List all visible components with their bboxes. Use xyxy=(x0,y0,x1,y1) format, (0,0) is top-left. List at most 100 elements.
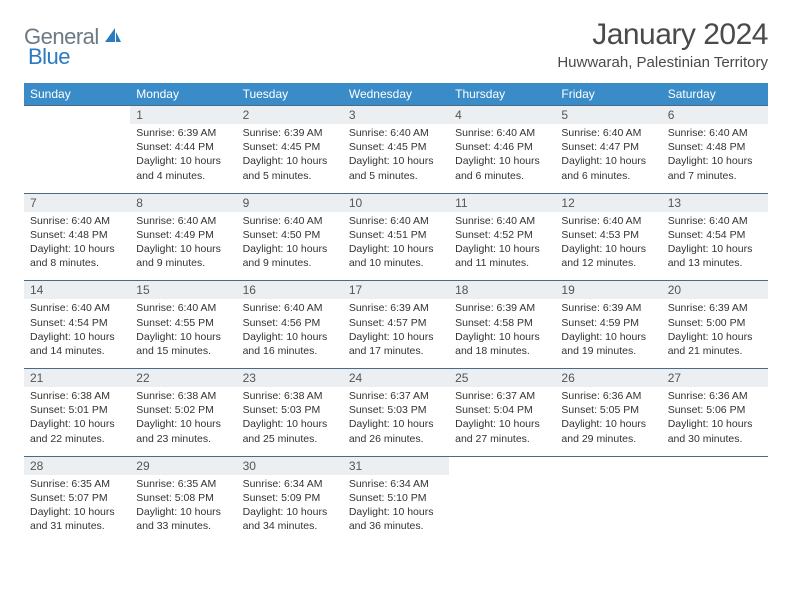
day-number-cell: 25 xyxy=(449,369,555,388)
sunrise-line: Sunrise: 6:39 AM xyxy=(349,302,429,314)
daylight-line: Daylight: 10 hours and 22 minutes. xyxy=(30,418,115,444)
sunset-line: Sunset: 4:54 PM xyxy=(668,229,746,241)
sunset-line: Sunset: 4:59 PM xyxy=(561,317,639,329)
day-content-cell xyxy=(449,475,555,544)
day-content-row: Sunrise: 6:35 AM Sunset: 5:07 PM Daylight:… xyxy=(24,475,768,544)
sunset-line: Sunset: 4:55 PM xyxy=(136,317,214,329)
day-content-row: Sunrise: 6:40 AMSunset: 4:54 PMDaylight:… xyxy=(24,299,768,368)
day-content-cell: Sunrise: 6:40 AMSunset: 4:54 PMDaylight:… xyxy=(662,212,768,281)
sunset-line: Sunset: 5:10 PM xyxy=(349,492,427,504)
title-block: January 2024 Huwwarah, Palestinian Terri… xyxy=(557,18,768,71)
month-title: January 2024 xyxy=(557,18,768,52)
sunrise-line: Sunrise: 6:39 AM xyxy=(455,302,535,314)
sunset-line: Sunset: 4:48 PM xyxy=(30,229,108,241)
day-content-cell: Sunrise: 6:40 AMSunset: 4:53 PMDaylight:… xyxy=(555,212,661,281)
daylight-line: Daylight: 10 hours and 11 minutes. xyxy=(455,243,540,269)
sunset-line: Sunset: 4:49 PM xyxy=(136,229,214,241)
sunrise-line: Sunrise: 6:40 AM xyxy=(136,215,216,227)
day-number-cell: 9 xyxy=(237,193,343,212)
day-number-row: 14151617181920 xyxy=(24,281,768,300)
sunrise-line: Sunrise: 6:40 AM xyxy=(455,215,535,227)
daylight-line: Daylight: 10 hours and 5 minutes. xyxy=(349,155,434,181)
sunrise-line: Sunrise: 6:40 AM xyxy=(561,215,641,227)
sunrise-line: Sunrise: 6:35 AM xyxy=(30,478,110,490)
day-number-cell: 28 xyxy=(24,456,130,475)
day-number-cell: 18 xyxy=(449,281,555,300)
sunrise-line: Sunrise: 6:36 AM xyxy=(668,390,748,402)
day-number-cell xyxy=(449,456,555,475)
day-number-row: 28293031 xyxy=(24,456,768,475)
sunset-line: Sunset: 4:46 PM xyxy=(455,141,533,153)
day-number-cell: 6 xyxy=(662,106,768,125)
sunrise-line: Sunrise: 6:39 AM xyxy=(136,127,216,139)
day-number-cell: 12 xyxy=(555,193,661,212)
day-content-cell: Sunrise: 6:39 AMSunset: 4:58 PMDaylight:… xyxy=(449,299,555,368)
weekday-header: Monday xyxy=(130,83,236,106)
day-number-row: 21222324252627 xyxy=(24,369,768,388)
day-number-cell: 7 xyxy=(24,193,130,212)
sunrise-line: Sunrise: 6:39 AM xyxy=(668,302,748,314)
sunrise-line: Sunrise: 6:38 AM xyxy=(243,390,323,402)
sail-icon xyxy=(103,26,123,49)
day-content-cell: Sunrise: 6:37 AMSunset: 5:03 PMDaylight:… xyxy=(343,387,449,456)
sunrise-line: Sunrise: 6:40 AM xyxy=(243,302,323,314)
daylight-line: Daylight: 10 hours and 13 minutes. xyxy=(668,243,753,269)
day-number-cell: 19 xyxy=(555,281,661,300)
logo-text-blue: Blue xyxy=(28,44,70,69)
day-number-cell: 8 xyxy=(130,193,236,212)
weekday-header-row: SundayMondayTuesdayWednesdayThursdayFrid… xyxy=(24,83,768,106)
weekday-header: Sunday xyxy=(24,83,130,106)
day-number-cell: 27 xyxy=(662,369,768,388)
day-number-cell xyxy=(555,456,661,475)
sunset-line: Sunset: 4:51 PM xyxy=(349,229,427,241)
day-number-cell: 2 xyxy=(237,106,343,125)
sunrise-line: Sunrise: 6:40 AM xyxy=(30,215,110,227)
sunset-line: Sunset: 5:03 PM xyxy=(349,404,427,416)
sunrise-line: Sunrise: 6:40 AM xyxy=(136,302,216,314)
daylight-line: Daylight: 10 hours and 23 minutes. xyxy=(136,418,221,444)
daylight-line: Daylight: 10 hours and 5 minutes. xyxy=(243,155,328,181)
sunset-line: Sunset: 5:06 PM xyxy=(668,404,746,416)
daylight-line: Daylight: 10 hours and 31 minutes. xyxy=(30,506,115,532)
sunrise-line: Sunrise: 6:40 AM xyxy=(349,215,429,227)
day-number-cell: 4 xyxy=(449,106,555,125)
day-content-cell: Sunrise: 6:40 AMSunset: 4:45 PMDaylight:… xyxy=(343,124,449,193)
sunset-line: Sunset: 4:58 PM xyxy=(455,317,533,329)
sunset-line: Sunset: 4:47 PM xyxy=(561,141,639,153)
sunrise-line: Sunrise: 6:40 AM xyxy=(455,127,535,139)
day-content-cell: Sunrise: 6:40 AMSunset: 4:48 PMDaylight:… xyxy=(662,124,768,193)
day-content-cell: Sunrise: 6:40 AMSunset: 4:55 PMDaylight:… xyxy=(130,299,236,368)
day-number-cell: 14 xyxy=(24,281,130,300)
location: Huwwarah, Palestinian Territory xyxy=(557,54,768,71)
day-number-cell xyxy=(24,106,130,125)
sunrise-line: Sunrise: 6:40 AM xyxy=(561,127,641,139)
day-content-cell xyxy=(24,124,130,193)
day-content-cell: Sunrise: 6:40 AMSunset: 4:47 PMDaylight:… xyxy=(555,124,661,193)
day-number-cell: 17 xyxy=(343,281,449,300)
day-number-cell: 16 xyxy=(237,281,343,300)
header: General January 2024 Huwwarah, Palestini… xyxy=(24,18,768,71)
day-content-cell: Sunrise: 6:39 AMSunset: 4:57 PMDaylight:… xyxy=(343,299,449,368)
sunrise-line: Sunrise: 6:35 AM xyxy=(136,478,216,490)
day-number-cell: 29 xyxy=(130,456,236,475)
sunrise-line: Sunrise: 6:39 AM xyxy=(561,302,641,314)
sunrise-line: Sunrise: 6:40 AM xyxy=(30,302,110,314)
sunrise-line: Sunrise: 6:39 AM xyxy=(243,127,323,139)
day-content-cell xyxy=(662,475,768,544)
sunset-line: Sunset: 4:52 PM xyxy=(455,229,533,241)
day-content-cell: Sunrise: 6:35 AMSunset: 5:08 PMDaylight:… xyxy=(130,475,236,544)
weekday-header: Thursday xyxy=(449,83,555,106)
sunset-line: Sunset: 5:04 PM xyxy=(455,404,533,416)
sunset-line: Sunset: 4:57 PM xyxy=(349,317,427,329)
day-content-row: Sunrise: 6:39 AMSunset: 4:44 PMDaylight:… xyxy=(24,124,768,193)
daylight-line: Daylight: 10 hours and 4 minutes. xyxy=(136,155,221,181)
day-number-cell: 15 xyxy=(130,281,236,300)
day-content-cell: Sunrise: 6:39 AMSunset: 5:00 PMDaylight:… xyxy=(662,299,768,368)
sunset-line: Sunset: 5:08 PM xyxy=(136,492,214,504)
weekday-header: Saturday xyxy=(662,83,768,106)
sunrise-line: Sunrise: 6:38 AM xyxy=(136,390,216,402)
sunset-line: Sunset: 5:07 PM xyxy=(30,492,108,504)
sunset-line: Sunset: 4:56 PM xyxy=(243,317,321,329)
daylight-line: Daylight: 10 hours and 7 minutes. xyxy=(668,155,753,181)
day-number-cell: 5 xyxy=(555,106,661,125)
